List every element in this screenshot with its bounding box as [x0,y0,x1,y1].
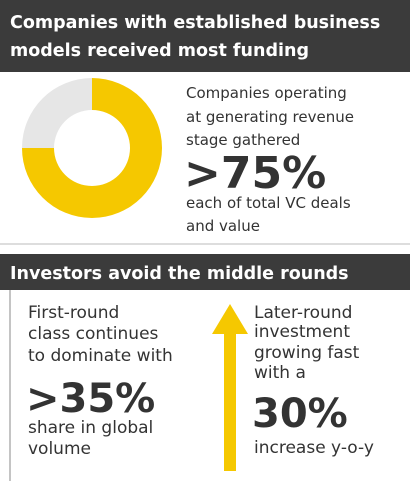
body-text: Companies operating [186,84,347,102]
body-text: First-round [28,303,119,323]
body-text: class continues [28,324,159,344]
body-text: each of total VC deals [186,194,351,212]
stat: >35% [26,376,155,422]
body-text: at generating revenue [186,108,354,126]
header-line: models received most funding [10,41,309,61]
header-line: Companies with established business [10,13,380,33]
body-text: growing fast [254,343,360,363]
body-text: increase y-o-y [254,438,374,458]
body-text: stage gathered [186,131,300,149]
donut-segment [22,78,162,218]
donut [22,78,162,218]
body-text: volume [28,439,91,459]
body-text: Later-round [254,303,352,323]
body-text: share in global [28,418,153,438]
header-bar [0,0,410,72]
header-bar [0,254,410,290]
donut-segment [22,78,92,148]
stat: >75% [184,148,326,199]
body-text: investment [254,322,350,342]
arrow [212,304,248,471]
body-text: to dominate with [28,346,173,366]
body-text: with a [254,363,306,383]
body-text: and value [186,217,260,235]
stat: 30% [252,391,348,437]
header-line: Investors avoid the middle rounds [10,264,349,284]
